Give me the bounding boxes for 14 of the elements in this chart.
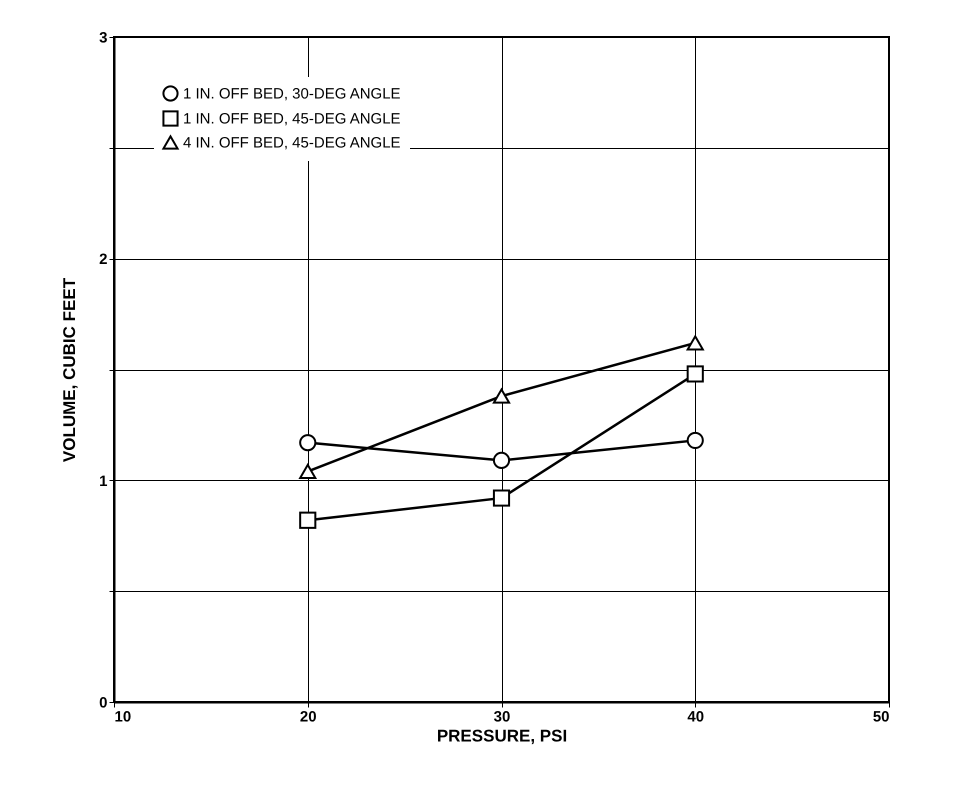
x-tick-label: 10 [114, 708, 132, 726]
y-axis-title: VOLUME, CUBIC FEET [60, 277, 80, 462]
y-tick-label: 3 [99, 30, 108, 46]
x-tick-label: 30 [494, 708, 510, 726]
legend-label: 4 IN. OFF BED, 45-DEG ANGLE [183, 134, 401, 152]
x-tick-label: 20 [300, 708, 317, 726]
x-tick-label: 50 [872, 708, 890, 726]
x-tick-label: 40 [687, 708, 704, 726]
legend-label: 1 IN. OFF BED, 30-DEG ANGLE [183, 86, 401, 102]
y-tick-label: 1 [99, 472, 108, 490]
y-tick-label: 2 [99, 251, 108, 268]
legend-label: 1 IN. OFF BED, 45-DEG ANGLE [183, 110, 401, 128]
y-tick-label: 0 [99, 694, 108, 712]
x-axis-title: PRESSURE, PSI [436, 726, 568, 746]
